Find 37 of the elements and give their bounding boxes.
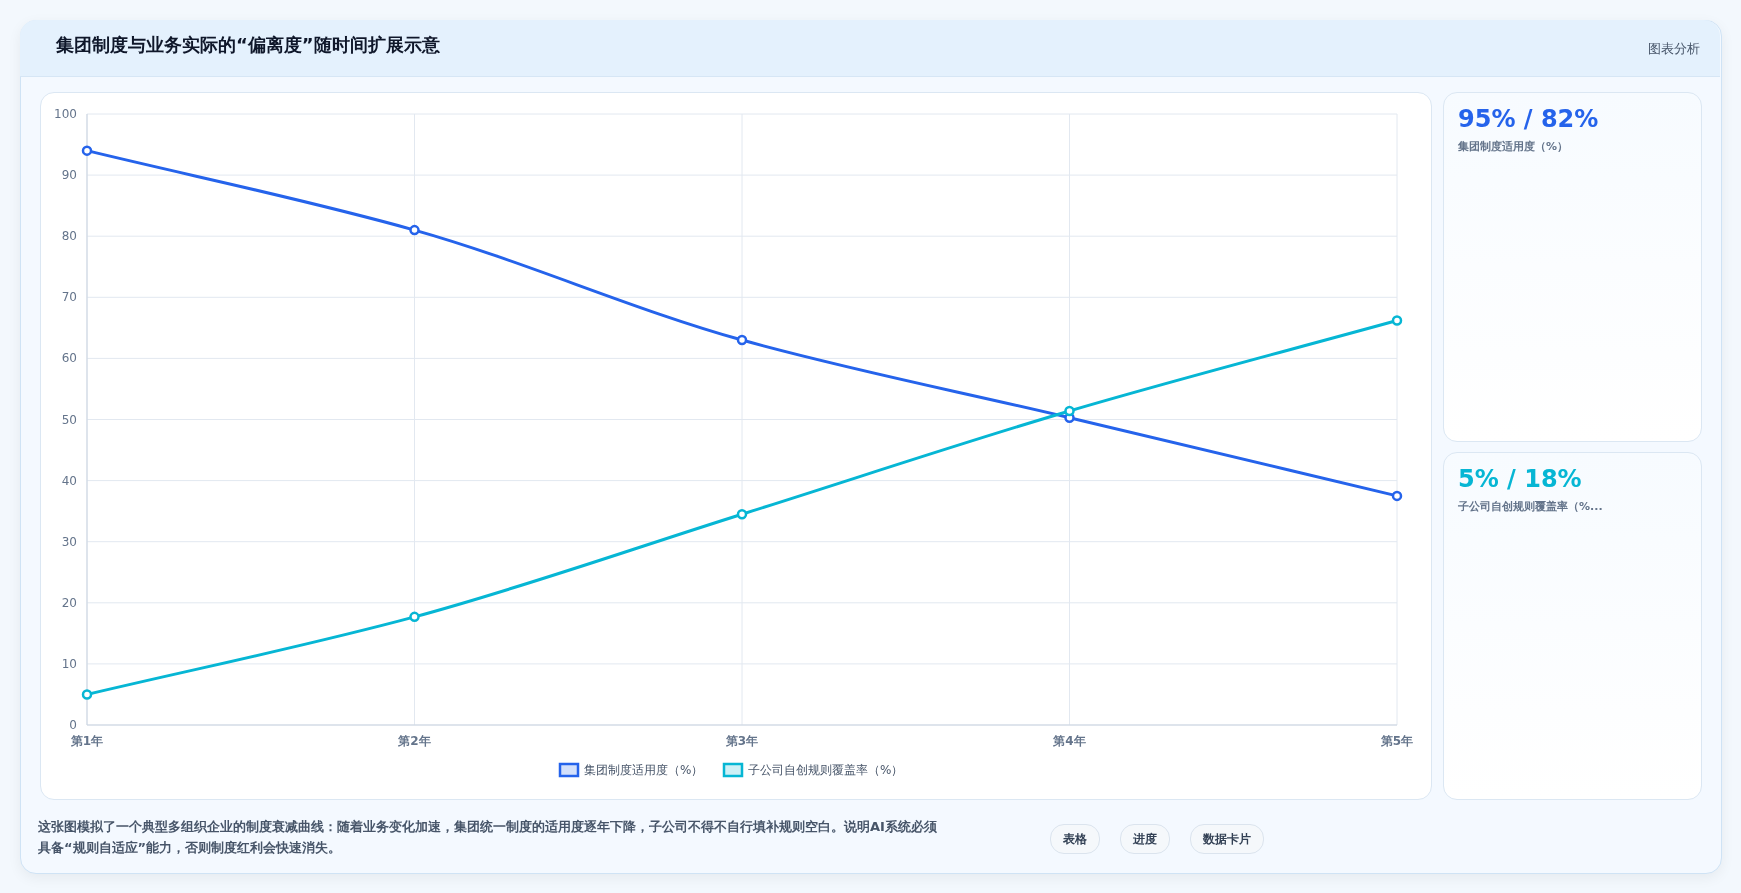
y-tick-label: 100 <box>54 107 77 121</box>
x-tick-label: 第1年 <box>69 734 104 748</box>
text: 表格 <box>1050 824 1100 854</box>
y-tick-label: 50 <box>61 412 77 427</box>
point <box>1391 490 1403 502</box>
point <box>81 689 93 700</box>
point <box>409 224 420 236</box>
text: 集团制度适用度（%） <box>1458 139 1569 154</box>
x-tick-label: 第4年 <box>1052 734 1086 748</box>
y-tick-label: 30 <box>61 534 77 549</box>
y-tick-label: 80 <box>61 229 77 244</box>
point <box>1391 315 1403 326</box>
point <box>81 145 93 156</box>
text: 数据卡片 <box>1190 824 1264 854</box>
y-tick-label: 10 <box>61 656 77 671</box>
x-tick-label: 第2年 <box>397 734 431 748</box>
text: 图表分析 <box>1648 40 1700 58</box>
y-tick-label: 40 <box>61 473 77 488</box>
text: 子公司自创规则覆盖率（%... <box>1458 499 1603 514</box>
y-tick-label: 60 <box>61 351 77 366</box>
y-tick-label: 0 <box>69 718 77 732</box>
legend-label: 子公司自创规则覆盖率（%） <box>748 763 904 777</box>
y-tick-label: 70 <box>61 290 77 305</box>
point <box>736 508 748 520</box>
x-tick-label: 第3年 <box>724 734 759 748</box>
y-tick-label: 90 <box>61 168 77 183</box>
text: 进度 <box>1120 824 1170 854</box>
text: 这张图模拟了一个典型多组织企业的制度衰减曲线：随着业务变化加速，集团统一制度的适用度逐年下降，子公司不得不自行填补规则空白。说明AI系统必须具备“规则自适应”能力，否则制度红利会快速消失。 <box>38 818 938 857</box>
x-tick-label: 第5年 <box>1379 734 1414 748</box>
point <box>1064 405 1075 417</box>
y-tick-label: 20 <box>61 595 77 610</box>
chart-title: 集团制度与业务实际的“偏离度”随时间扩展示意 <box>56 33 440 57</box>
text: 95% / 82% <box>1458 105 1599 133</box>
point <box>409 611 420 623</box>
point <box>736 334 748 346</box>
text: 5% / 18% <box>1458 465 1582 493</box>
legend-label: 集团制度适用度（%） <box>584 763 704 777</box>
